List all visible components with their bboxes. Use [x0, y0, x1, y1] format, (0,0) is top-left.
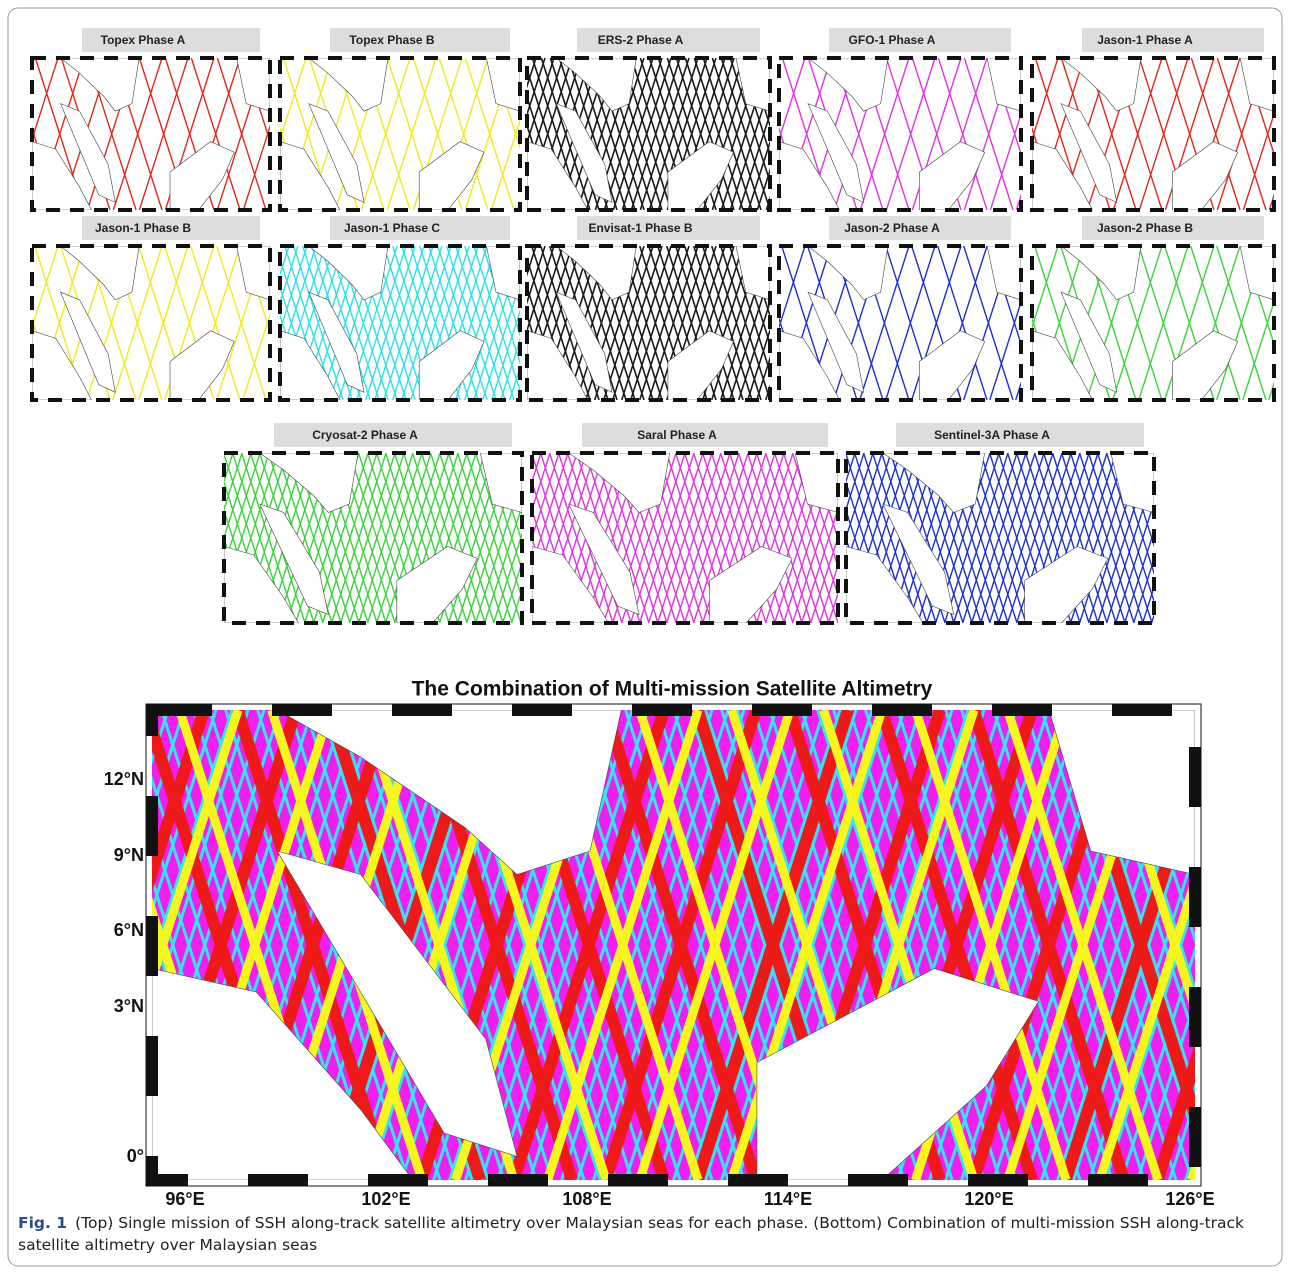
track [18, 710, 168, 1180]
track [1218, 710, 1290, 1180]
track [1266, 710, 1290, 1180]
track [1206, 453, 1260, 623]
track [1250, 710, 1290, 1180]
panel: Sentinel-3A Phase A [792, 423, 1260, 623]
track [0, 58, 32, 210]
track [1250, 710, 1290, 1180]
panel-title: Jason-1 Phase B [95, 221, 191, 235]
x-tick-label: 96°E [165, 1189, 204, 1209]
panel-title: Topex Phase A [101, 33, 186, 47]
x-tick-label: 120°E [964, 1189, 1013, 1209]
track [1161, 453, 1215, 623]
track [170, 453, 224, 623]
x-tick-label: 102°E [361, 1189, 410, 1209]
track [1152, 453, 1206, 623]
track [1197, 453, 1251, 623]
track [1188, 453, 1242, 623]
track [1197, 453, 1251, 623]
x-tick-label: 114°E [764, 1189, 812, 1209]
panel-title: ERS-2 Phase A [598, 33, 684, 47]
track [0, 710, 112, 1180]
page: {"panels": [ {"title": "Topex Phase A", … [0, 0, 1290, 1272]
track [1152, 453, 1206, 623]
figure: Topex Phase A Topex Phase B ERS-2 Phase A G… [0, 0, 1290, 1272]
panel-title: GFO-1 Phase A [849, 33, 936, 47]
caption-label: Fig. 1 [18, 1214, 67, 1232]
y-tick-label: 9°N [114, 845, 144, 865]
track [0, 710, 112, 1180]
track [0, 246, 32, 400]
caption: Fig. 1(Top) Single mission of SSH along-… [18, 1212, 1268, 1256]
caption-text: (Top) Single mission of SSH along-track … [18, 1214, 1244, 1254]
track [1161, 453, 1215, 623]
panel-title: Jason-1 Phase A [1097, 33, 1193, 47]
track [1170, 453, 1224, 623]
y-tick-label: 12°N [104, 769, 144, 789]
panel: Jason-2 Phase B [983, 216, 1290, 400]
panel-title: Jason-2 Phase B [1097, 221, 1193, 235]
track [18, 710, 168, 1180]
track [1282, 710, 1290, 1180]
panel-title: Jason-1 Phase C [344, 221, 440, 235]
track [1192, 710, 1290, 1180]
track [1188, 453, 1242, 623]
panel: Jason-1 Phase A [983, 28, 1290, 210]
track [1250, 710, 1290, 1180]
combined-map: 96°E 102°E 108°E 114°E 120°E 126°E 12°N 9°N 6°N 3… [0, 704, 1290, 1209]
track [1206, 453, 1260, 623]
track [1282, 710, 1290, 1180]
y-tick-label: 0° [127, 1146, 144, 1166]
track [1179, 453, 1233, 623]
track [1250, 710, 1290, 1180]
track [0, 246, 32, 400]
x-tick-label: 108°E [562, 1189, 611, 1209]
track [0, 58, 32, 210]
panels: Topex Phase A Topex Phase B ERS-2 Phase A G… [0, 28, 1290, 623]
panel-title: Topex Phase B [349, 33, 434, 47]
track [1202, 710, 1290, 1180]
track [1192, 710, 1290, 1180]
x-tick-label: 126°E [1165, 1189, 1214, 1209]
map-tracks [0, 710, 1290, 1180]
track [1179, 453, 1233, 623]
track [1202, 710, 1290, 1180]
panel-title: Jason-2 Phase A [844, 221, 940, 235]
y-tick-label: 6°N [114, 920, 144, 940]
track [1266, 710, 1290, 1180]
y-tick-label: 3°N [114, 996, 144, 1016]
panel-title: Cryosat-2 Phase A [312, 428, 418, 442]
track [1170, 453, 1224, 623]
panel-title: Envisat-1 Phase B [588, 221, 692, 235]
track [170, 453, 224, 623]
track [1284, 710, 1290, 1180]
panel-title: Sentinel-3A Phase A [934, 428, 1050, 442]
map-title: The Combination of Multi-mission Satelli… [412, 678, 933, 701]
panel-title: Saral Phase A [637, 428, 717, 442]
track [1218, 710, 1290, 1180]
track [1284, 710, 1290, 1180]
